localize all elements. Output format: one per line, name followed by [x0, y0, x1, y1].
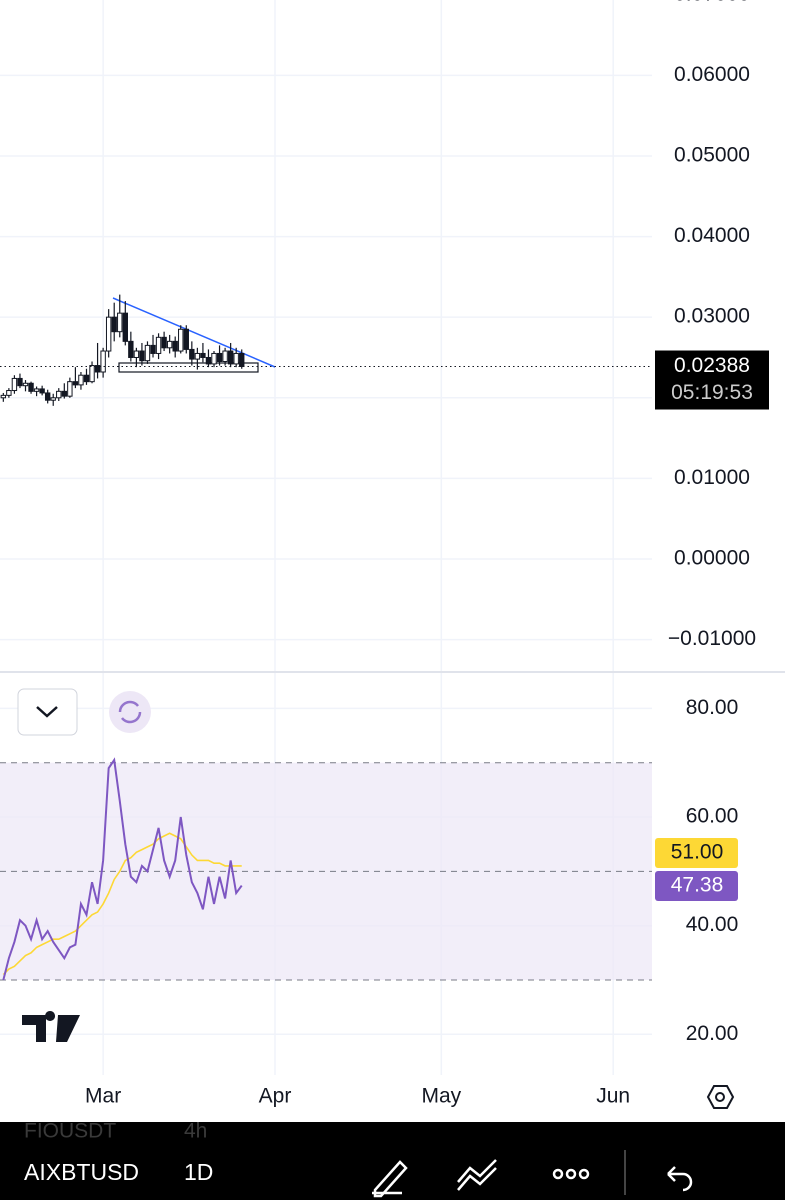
candle-body [194, 352, 201, 360]
candle-body [33, 388, 40, 392]
candle-body [89, 365, 95, 383]
candle-body [139, 350, 145, 362]
candle-body [39, 388, 45, 394]
candle-body [200, 352, 206, 358]
y-tick-label: 0.07000 [674, 0, 750, 5]
candle-body [105, 316, 112, 352]
candle-body [17, 377, 23, 387]
candle-body [178, 328, 184, 352]
refresh-button[interactable] [109, 691, 151, 733]
settings-icon [715, 1092, 725, 1102]
candle-body [56, 390, 62, 399]
countdown-label: 05:19:53 [671, 381, 753, 404]
draw-button[interactable] [372, 1160, 408, 1198]
value-label: 51.00 [671, 841, 724, 864]
y-tick-label: 40.00 [686, 913, 739, 936]
more-button[interactable] [552, 1168, 590, 1180]
rsi-line [2, 757, 243, 981]
y-tick-label: 0.03000 [674, 305, 750, 328]
rsi-line [2, 832, 242, 976]
candle-body [161, 336, 167, 349]
y-tick-label: 0.01000 [674, 466, 750, 489]
candle-body [227, 350, 234, 365]
value-label: 47.38 [671, 874, 724, 897]
x-tick-label: May [421, 1085, 461, 1108]
candle-body [233, 352, 239, 365]
ghost-interval: 4h [184, 1120, 207, 1143]
candle-body [94, 365, 101, 373]
candle-body [239, 352, 245, 368]
candle-body [50, 397, 56, 401]
logo [22, 1011, 80, 1042]
candle-body [72, 381, 79, 386]
candle-body [222, 350, 228, 363]
chevron-icon [36, 706, 58, 718]
toolbar [0, 1122, 785, 1200]
candle-body [117, 312, 123, 333]
y-tick-label: 0.00000 [674, 547, 750, 570]
marks [0, 294, 652, 981]
candle-body [83, 374, 90, 383]
y-tick-label: 60.00 [686, 805, 739, 828]
last-price-box [655, 350, 769, 410]
candle-body [172, 340, 178, 352]
last-price-label: 0.02388 [674, 354, 750, 377]
candle-body [133, 350, 140, 358]
x-tick-label: Apr [259, 1085, 292, 1108]
candle-body [6, 390, 12, 396]
y-tick-label: 0.04000 [674, 224, 750, 247]
candle-body [216, 352, 223, 363]
candle-body [189, 348, 195, 360]
y-tick-label: 20.00 [686, 1022, 739, 1045]
candle-body [0, 394, 7, 399]
candle-body [128, 340, 134, 358]
ghost-symbol: FIOUSDT [24, 1120, 116, 1143]
candle-body [144, 344, 151, 362]
value-badge [655, 838, 738, 868]
candle-body [22, 382, 29, 387]
value-badge [655, 871, 738, 901]
candle-body [122, 312, 128, 342]
candle-body [155, 336, 162, 354]
y-tick-label: 0.05000 [674, 144, 750, 167]
interval[interactable]: 1D [184, 1159, 213, 1185]
symbol[interactable]: AIXBTUSD [24, 1159, 139, 1185]
candle-body [166, 340, 173, 349]
x-tick-label: Jun [596, 1085, 630, 1108]
refresh-icon [118, 700, 142, 724]
trend-line [112, 297, 276, 368]
settings-button[interactable] [706, 1085, 735, 1109]
candle-body [67, 381, 73, 397]
candle-body [111, 316, 117, 333]
candle-body [61, 390, 68, 397]
candle-body [211, 352, 217, 365]
y-tick-label: −0.01000 [668, 627, 756, 650]
candle-body [11, 377, 18, 392]
candle-body [183, 328, 189, 350]
undo-button[interactable] [667, 1166, 693, 1192]
candle-body [28, 382, 34, 392]
candle-body [44, 392, 51, 401]
candle-body [205, 356, 212, 365]
y-tick-label: 0.06000 [674, 63, 750, 86]
candle-body [150, 344, 156, 354]
x-tick-label: Mar [85, 1085, 121, 1108]
range-box [118, 362, 259, 373]
collapse-button[interactable] [17, 688, 78, 736]
y-tick-label: 80.00 [686, 696, 739, 719]
indicators-button[interactable] [457, 1159, 497, 1191]
candle-body [78, 374, 84, 386]
candle-body [100, 350, 106, 373]
